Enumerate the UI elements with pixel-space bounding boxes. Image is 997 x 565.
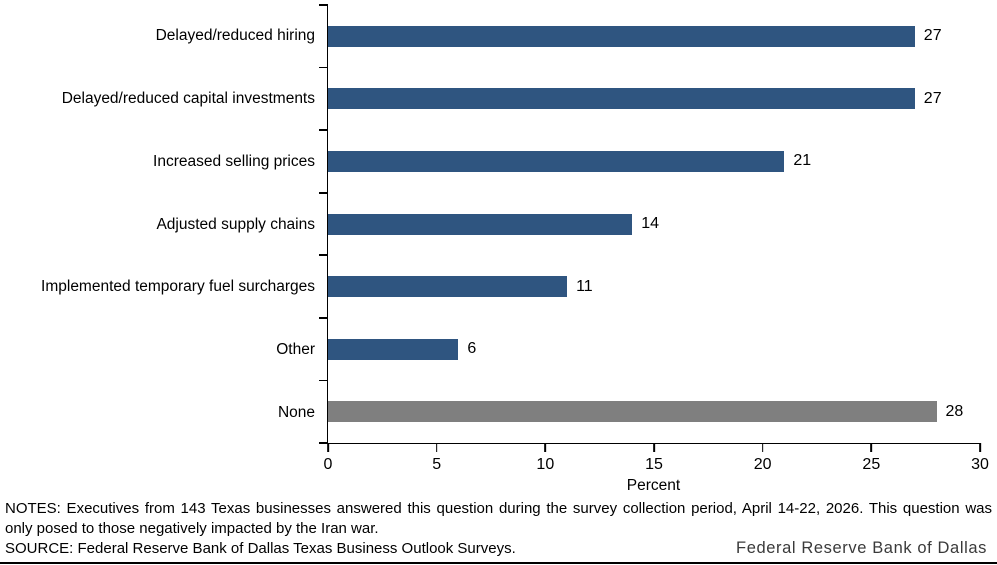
category-label: None bbox=[277, 403, 315, 421]
bar-row: 11 bbox=[328, 255, 980, 318]
value-label: 21 bbox=[793, 152, 812, 170]
bar-rows: 27 27 21 14 11 6 28 bbox=[328, 5, 980, 443]
y-axis-tick bbox=[319, 254, 328, 257]
y-axis-tick bbox=[319, 317, 328, 319]
dallas-fed-wordmark: Federal Reserve Bank of Dallas bbox=[736, 539, 987, 557]
bar bbox=[328, 276, 568, 298]
bar-row: 27 bbox=[328, 5, 980, 68]
x-axis-tick bbox=[653, 443, 655, 452]
category-label: Adjusted supply chains bbox=[156, 215, 315, 233]
bottom-rule bbox=[0, 561, 997, 564]
x-axis-tick bbox=[544, 443, 547, 452]
category-label: Delayed/reduced capital investments bbox=[61, 90, 315, 108]
plot-area: 27 27 21 14 11 6 28 0 5 10 15 20 25 30 bbox=[319, 4, 989, 473]
x-axis-tick bbox=[979, 443, 981, 452]
y-axis-tick bbox=[319, 379, 328, 382]
category-label: Delayed/reduced hiring bbox=[155, 27, 315, 45]
bar bbox=[328, 213, 633, 235]
category-label: Implemented temporary fuel surcharges bbox=[41, 278, 315, 296]
x-axis-tick-label: 10 bbox=[536, 456, 555, 473]
x-axis-title: Percent bbox=[626, 477, 681, 494]
bar bbox=[328, 88, 915, 110]
category-label: Other bbox=[276, 340, 315, 358]
bar bbox=[328, 401, 937, 423]
bar-row: 21 bbox=[328, 130, 980, 193]
x-axis-tick-label: 0 bbox=[323, 456, 333, 473]
value-label: 14 bbox=[641, 215, 660, 233]
value-label: 27 bbox=[923, 27, 942, 45]
value-label: 28 bbox=[945, 402, 964, 420]
x-axis-tick bbox=[761, 443, 764, 452]
x-axis-tick bbox=[327, 443, 329, 452]
x-axis-tick-label: 25 bbox=[862, 456, 881, 473]
bar-row: 14 bbox=[328, 193, 980, 256]
bar-row: 28 bbox=[328, 380, 980, 443]
source-text: SOURCE: Federal Reserve Bank of Dallas T… bbox=[5, 540, 516, 557]
value-label: 6 bbox=[467, 340, 477, 358]
bar bbox=[328, 338, 459, 360]
bar-row: 6 bbox=[328, 318, 980, 381]
y-axis-tick bbox=[319, 191, 328, 194]
value-label: 11 bbox=[576, 277, 593, 295]
y-axis-tick bbox=[319, 66, 328, 69]
x-axis-tick-label: 20 bbox=[753, 456, 772, 473]
category-axis-labels: Delayed/reduced hiring Delayed/reduced ca… bbox=[0, 5, 315, 444]
x-axis-tick bbox=[870, 443, 873, 452]
y-axis-tick bbox=[319, 129, 328, 131]
y-axis-tick bbox=[319, 4, 328, 6]
x-axis-tick bbox=[435, 443, 438, 452]
bar-row: 27 bbox=[328, 68, 980, 131]
value-label: 27 bbox=[923, 89, 942, 107]
x-axis-tick-label: 15 bbox=[645, 456, 663, 473]
bar bbox=[328, 150, 785, 172]
y-axis-tick bbox=[319, 442, 328, 444]
bar bbox=[328, 25, 915, 47]
notes-text: NOTES: Executives from 143 Texas busines… bbox=[5, 500, 992, 537]
x-axis-tick-label: 30 bbox=[971, 456, 989, 473]
x-axis-tick-label: 5 bbox=[432, 456, 442, 473]
category-label: Increased selling prices bbox=[153, 152, 315, 170]
